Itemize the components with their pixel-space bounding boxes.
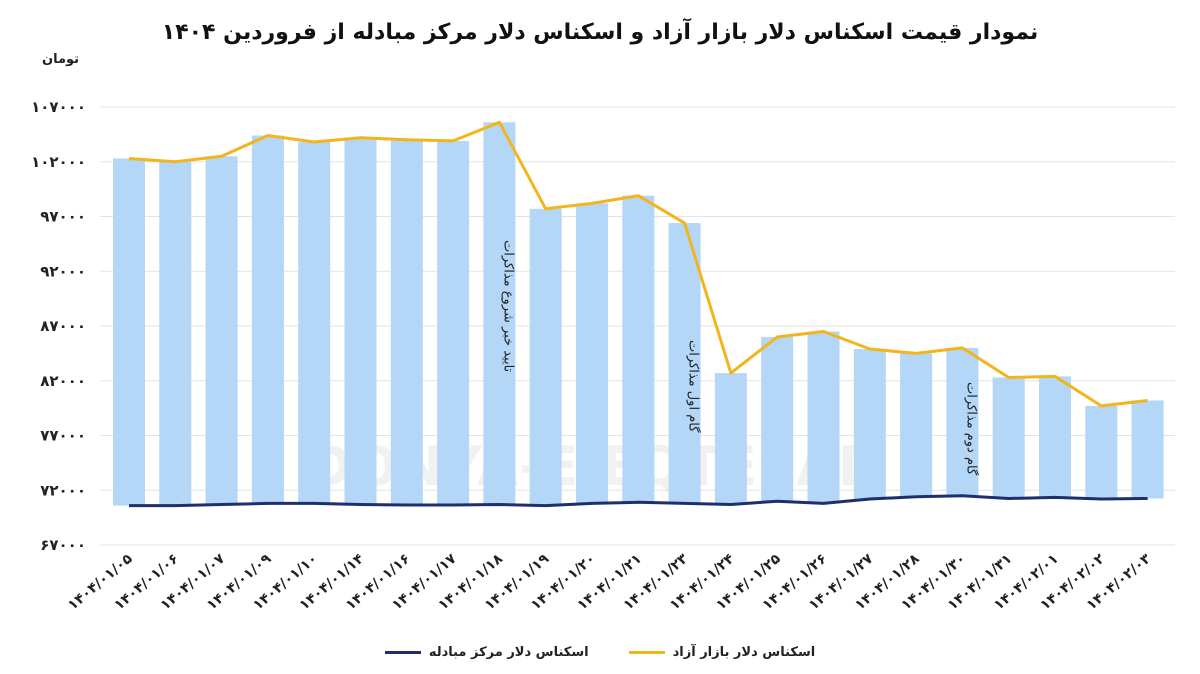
y-tick-label-0: ۶۷۰۰۰	[40, 536, 86, 554]
bar-15	[807, 331, 840, 504]
y-tick-label-5: ۹۲۰۰۰	[40, 262, 86, 280]
bar-0	[113, 158, 145, 506]
bar-12	[668, 223, 701, 504]
y-tick-label-2: ۷۷۰۰۰	[40, 427, 86, 445]
y-tick-label-3: ۸۲۰۰۰	[40, 372, 86, 390]
bar-13	[714, 373, 747, 505]
legend-item-free-market: اسکناس دلار بازار آزاد	[628, 645, 816, 660]
annotations: تایید خبر شروع مذاکرات گام اول مذاکرات گام…	[500, 240, 979, 476]
bar-7	[437, 140, 470, 506]
y-tick-label-8: ۱۰۷۰۰۰	[31, 98, 86, 116]
legend-swatch-exchange-center	[384, 651, 421, 654]
bar-21	[1085, 405, 1118, 500]
bar-5	[344, 137, 377, 505]
y-tick-label-7: ۱۰۲۰۰۰	[31, 153, 86, 171]
y-axis-ticks: ۶۷۰۰۰ ۷۲۰۰۰ ۷۷۰۰۰ ۸۲۰۰۰ ۸۷۰۰۰ ۹۲۰۰۰ ۹۷۰۰۰ ۱۰۲۰۰…	[31, 98, 86, 554]
chart-title: نمودار قیمت اسکناس دلار بازار آزاد و اسک…	[161, 20, 1039, 45]
bar-2	[205, 156, 238, 505]
x-axis-ticks: ۱۴۰۴/۰۱/۰۵۱۴۰۴/۰۱/۰۶۱۴۰۴/۰۱/۰۷۱۴۰۴/۰۱/۰۹…	[65, 551, 1154, 614]
bar-22	[1131, 400, 1164, 499]
bar-19	[992, 377, 1025, 499]
line-exchange-center	[129, 494, 1148, 508]
annotation-0: تایید خبر شروع مذاکرات	[500, 240, 515, 373]
bar-8	[483, 122, 516, 505]
series-lines	[128, 120, 1148, 508]
bar-16	[853, 348, 886, 500]
bar-9	[529, 208, 562, 506]
line-free-market	[128, 120, 1148, 408]
bar-20	[1039, 376, 1071, 498]
legend-label-free-market: اسکناس دلار بازار آزاد	[672, 645, 816, 660]
bar-11	[622, 195, 655, 503]
y-tick-label-1: ۷۲۰۰۰	[40, 481, 86, 499]
bar-18	[946, 347, 979, 496]
bar-10	[576, 203, 608, 504]
bar-14	[761, 336, 794, 502]
legend-swatch-free-market	[628, 651, 665, 654]
annotation-1: گام اول مذاکرات	[686, 340, 702, 433]
bar-3	[251, 135, 284, 504]
bar-1	[159, 161, 192, 506]
bar-6	[390, 139, 423, 506]
y-tick-label-6: ۹۷۰۰۰	[40, 208, 86, 226]
bars-free-market	[113, 122, 1164, 506]
legend-item-exchange-center: اسکناس دلار مرکز مبادله	[384, 645, 589, 660]
y-axis-unit-label: تومان	[42, 52, 80, 67]
annotation-2: گام دوم مذاکرات	[963, 382, 979, 476]
bar-17	[900, 353, 933, 497]
legend-label-exchange-center: اسکناس دلار مرکز مبادله	[428, 645, 589, 660]
y-tick-label-4: ۸۷۰۰۰	[40, 317, 86, 335]
chart-legend: اسکناس دلار بازار آزاد اسکناس دلار مرکز …	[0, 645, 1200, 660]
bar-4	[298, 142, 331, 504]
